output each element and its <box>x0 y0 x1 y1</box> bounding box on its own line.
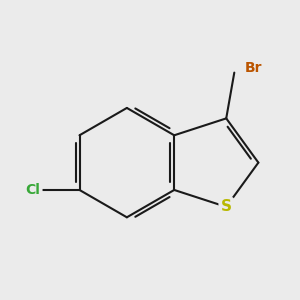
Text: Br: Br <box>244 61 262 75</box>
Text: Cl: Cl <box>26 183 40 197</box>
Text: S: S <box>221 200 232 214</box>
